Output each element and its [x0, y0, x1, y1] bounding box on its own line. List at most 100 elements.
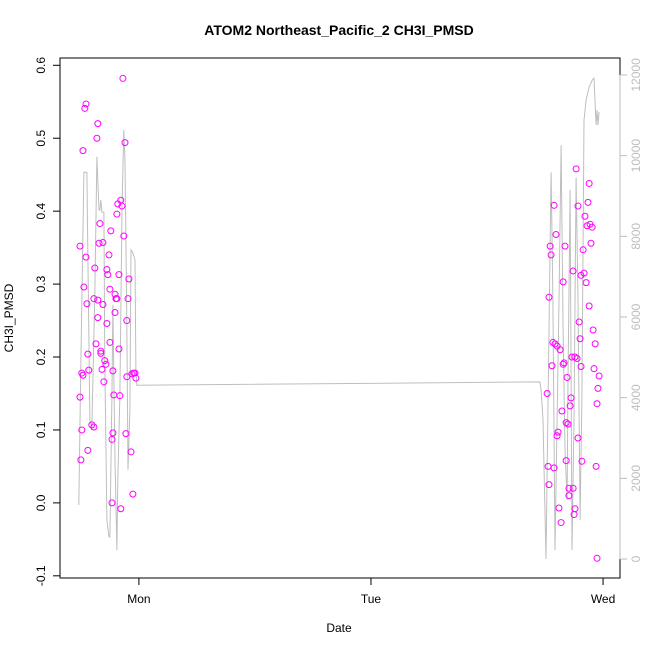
data-point	[125, 275, 133, 283]
data-point	[574, 434, 582, 442]
data-point	[564, 420, 572, 428]
data-point	[585, 179, 593, 187]
data-point	[97, 347, 105, 355]
data-point	[567, 394, 575, 402]
data-point	[556, 346, 564, 354]
data-point	[123, 373, 131, 381]
data-point	[107, 227, 115, 235]
data-point	[593, 554, 601, 562]
data-point	[83, 300, 91, 308]
y-tick-label: -0.1	[34, 565, 48, 586]
data-point	[577, 362, 585, 370]
data-point	[84, 446, 92, 454]
x-axis-label: Date	[326, 621, 352, 635]
y-tick-label: 0.4	[34, 202, 48, 219]
data-point	[108, 435, 116, 443]
data-point	[121, 139, 129, 147]
data-point	[119, 74, 127, 82]
data-point	[554, 428, 562, 436]
y-tick-label: 0.2	[34, 348, 48, 365]
y2-tick-label: 0	[629, 555, 643, 562]
data-point	[79, 371, 87, 379]
data-point	[117, 505, 125, 513]
data-point	[562, 419, 570, 427]
data-point	[115, 345, 123, 353]
data-point	[93, 134, 101, 142]
data-point	[78, 426, 86, 434]
data-point	[559, 278, 567, 286]
data-point	[575, 318, 583, 326]
data-point	[566, 402, 574, 410]
data-point	[109, 429, 117, 437]
data-point	[124, 295, 132, 303]
data-point	[571, 505, 579, 513]
data-point	[131, 369, 139, 377]
data-point	[550, 201, 558, 209]
data-point	[595, 372, 603, 380]
data-point	[562, 457, 570, 465]
data-point	[123, 317, 131, 325]
data-point	[85, 366, 93, 374]
data-point	[569, 484, 577, 492]
y-tick-label: 0.1	[34, 421, 48, 438]
y-tick-label: 0.5	[34, 130, 48, 147]
data-point	[565, 484, 573, 492]
data-point	[94, 314, 102, 322]
data-point	[553, 432, 561, 440]
y2-tick-label: 10000	[629, 139, 643, 173]
data-point	[82, 100, 90, 108]
data-point	[568, 353, 576, 361]
data-point	[580, 269, 588, 277]
y2-tick-label: 6000	[629, 303, 643, 330]
data-point	[108, 499, 116, 507]
data-point	[548, 362, 556, 370]
data-point	[574, 202, 582, 210]
data-point	[549, 338, 557, 346]
data-point	[592, 462, 600, 470]
data-point	[571, 353, 579, 361]
data-point	[79, 147, 87, 155]
data-point	[98, 365, 106, 373]
data-point	[109, 367, 117, 375]
y-tick-label: 0.0	[34, 494, 48, 511]
data-point	[555, 504, 563, 512]
chart-title: ATOM2 Northeast_Pacific_2 CH3I_PMSD	[204, 22, 473, 38]
data-point	[90, 295, 98, 303]
data-point	[99, 301, 107, 309]
data-point	[102, 360, 110, 368]
data-point	[569, 267, 577, 275]
x-tick-label: Tue	[361, 592, 382, 606]
data-point	[84, 350, 92, 358]
data-point	[104, 271, 112, 279]
data-point	[103, 319, 111, 327]
data-point	[572, 165, 580, 173]
data-point	[581, 212, 589, 220]
data-point	[563, 373, 571, 381]
y2-tick-label: 4000	[629, 384, 643, 411]
data-point	[113, 295, 121, 303]
data-point	[100, 378, 108, 386]
y-axis-label: CH3I_PMSD	[2, 283, 16, 352]
y2-tick-label: 2000	[629, 465, 643, 492]
data-point	[551, 340, 559, 348]
data-point	[111, 309, 119, 317]
data-point	[550, 464, 558, 472]
data-point	[593, 400, 601, 408]
data-point	[576, 335, 584, 343]
y2-tick-label: 12000	[629, 58, 643, 92]
data-point	[543, 389, 551, 397]
data-point	[587, 239, 595, 247]
data-point	[94, 120, 102, 128]
data-point	[97, 349, 105, 357]
data-point	[590, 365, 598, 373]
data-point	[578, 457, 586, 465]
data-point	[106, 285, 114, 293]
x-tick-label: Mon	[127, 592, 150, 606]
data-point	[122, 430, 130, 438]
y-tick-label: 0.6	[34, 57, 48, 74]
data-point	[584, 198, 592, 206]
data-point	[120, 232, 128, 240]
data-point	[99, 239, 107, 247]
data-point	[81, 104, 89, 112]
